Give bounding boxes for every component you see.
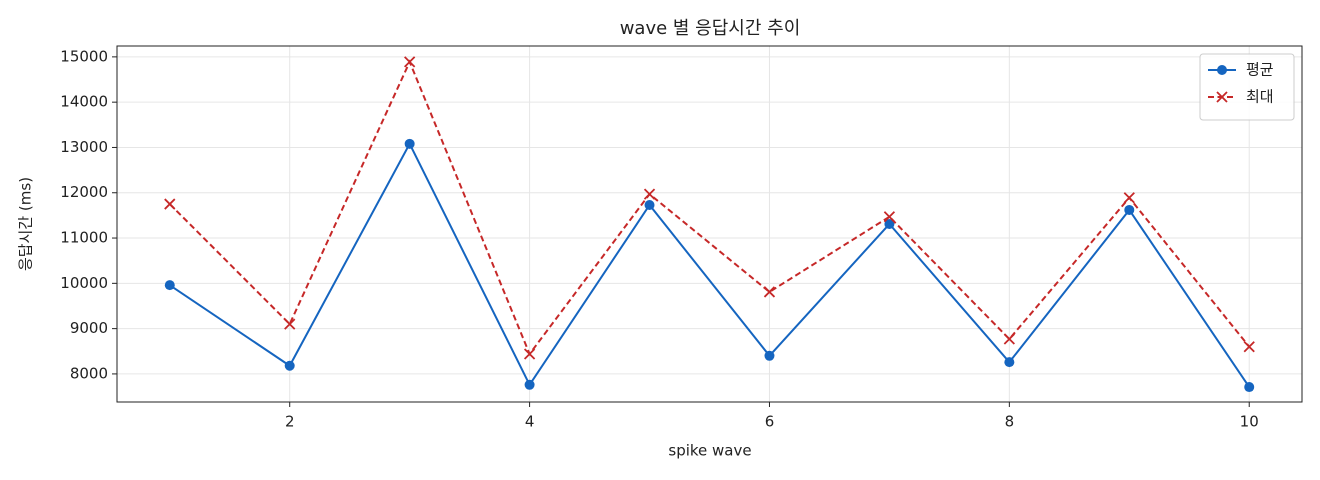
series-line	[169, 59, 1251, 356]
legend-marker	[1216, 91, 1228, 103]
chart-title: wave 별 응답시간 추이	[620, 18, 801, 39]
point	[284, 360, 295, 371]
x-tick-label: 6	[765, 413, 775, 431]
legend-label: 최대	[1246, 88, 1274, 106]
point	[1003, 333, 1015, 345]
y-axis-label: 응답시간 (ms)	[17, 177, 35, 271]
point	[763, 286, 776, 298]
point	[164, 280, 175, 291]
point	[523, 348, 536, 360]
point	[404, 56, 416, 68]
point	[643, 188, 656, 200]
y-tick-label: 14000	[60, 93, 108, 111]
point	[164, 198, 176, 210]
point	[884, 219, 895, 229]
y-tick-label: 8000	[70, 364, 108, 382]
point	[644, 199, 655, 210]
point	[284, 318, 296, 330]
point	[524, 379, 535, 390]
y-tick-label: 12000	[60, 183, 108, 201]
x-axis-label: spike wave	[668, 442, 751, 460]
legend-label: 평균	[1246, 61, 1274, 79]
plot-frame	[116, 45, 1303, 403]
legend-marker	[1217, 65, 1227, 75]
point	[1004, 357, 1015, 368]
y-tick-label: 15000	[60, 47, 108, 65]
x-tick-label: 8	[1005, 413, 1015, 431]
point	[1123, 192, 1135, 204]
point	[404, 138, 415, 149]
y-tick-label: 11000	[60, 229, 108, 247]
x-tick-label: 10	[1240, 413, 1259, 431]
point	[1243, 341, 1255, 353]
series-line	[169, 141, 1251, 388]
point	[764, 350, 775, 361]
point	[1244, 382, 1255, 393]
y-tick-label: 9000	[70, 319, 108, 337]
x-tick-label: 2	[285, 413, 295, 431]
y-tick-label: 13000	[60, 138, 108, 156]
point	[883, 211, 896, 223]
x-tick-label: 4	[525, 413, 535, 431]
point	[1124, 204, 1135, 215]
y-tick-label: 10000	[60, 274, 108, 292]
